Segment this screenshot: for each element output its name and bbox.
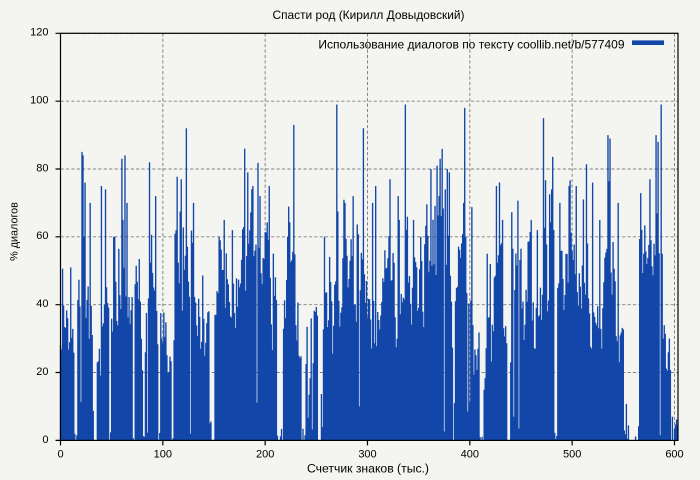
svg-text:100: 100 <box>154 449 172 461</box>
svg-text:80: 80 <box>36 162 48 174</box>
svg-text:Спасти род (Кирилл Довыдовский: Спасти род (Кирилл Довыдовский) <box>273 8 465 22</box>
svg-text:600: 600 <box>665 449 683 461</box>
svg-text:0: 0 <box>42 434 48 446</box>
svg-text:Использование диалогов по текс: Использование диалогов по тексту coollib… <box>318 38 624 52</box>
svg-text:100: 100 <box>30 95 48 107</box>
svg-text:% диалогов: % диалогов <box>9 202 21 261</box>
svg-text:Счетчик знаков (тыс.): Счетчик знаков (тыс.) <box>307 462 429 476</box>
svg-text:500: 500 <box>563 449 581 461</box>
svg-text:20: 20 <box>36 366 48 378</box>
svg-text:120: 120 <box>30 27 48 39</box>
svg-text:200: 200 <box>256 449 274 461</box>
svg-text:300: 300 <box>358 449 376 461</box>
svg-text:0: 0 <box>57 449 63 461</box>
svg-text:40: 40 <box>36 298 48 310</box>
svg-text:400: 400 <box>461 449 479 461</box>
svg-text:60: 60 <box>36 230 48 242</box>
